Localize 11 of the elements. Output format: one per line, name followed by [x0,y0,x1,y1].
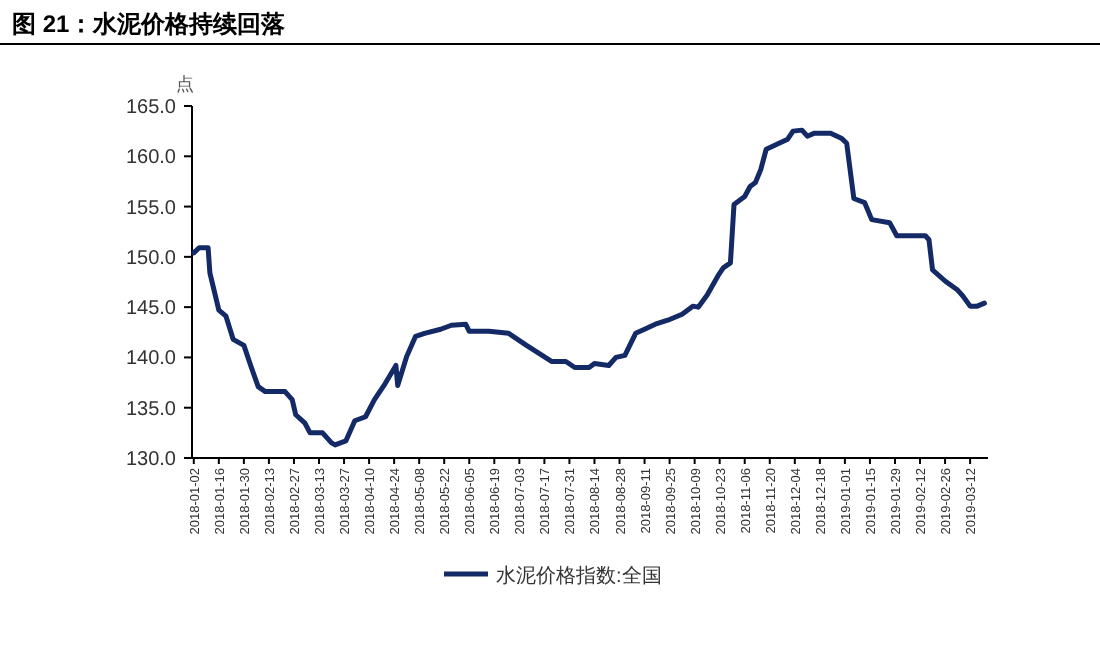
y-tick-label: 155.0 [125,197,177,220]
y-tick-label: 145.0 [125,298,177,321]
y-tick-label: 165.0 [125,97,177,119]
y-tick-label: 140.0 [125,348,177,371]
y-tick-label: 130.0 [125,449,177,471]
y-axis-title: 点 [176,74,194,94]
chart-title: 图 21：水泥价格持续回落 [12,10,288,38]
y-tick-label: 135.0 [125,398,177,421]
y-tick-label: 160.0 [125,147,177,170]
legend-label: 水泥价格指数:全国 [496,564,662,588]
y-tick-label: 150.0 [125,247,177,270]
